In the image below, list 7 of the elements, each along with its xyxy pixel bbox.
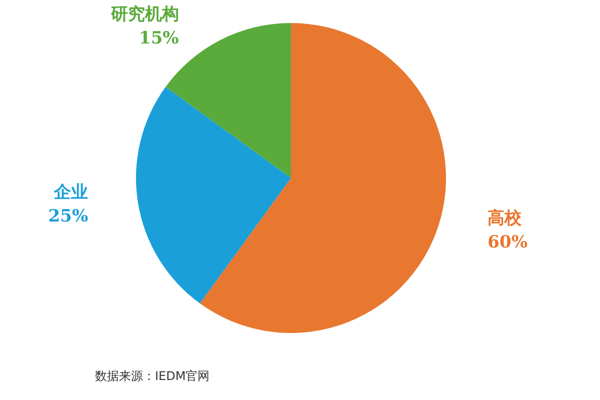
data-label: 60% xyxy=(488,232,528,253)
data-label: 15% xyxy=(139,28,179,49)
slice-label: 高校 xyxy=(488,208,523,229)
slice-label: 企业 xyxy=(53,182,88,203)
data-label: 25% xyxy=(48,206,88,227)
source-note: 数据来源：IEDM官网 xyxy=(95,369,210,383)
slice-label: 研究机构 xyxy=(110,4,179,25)
